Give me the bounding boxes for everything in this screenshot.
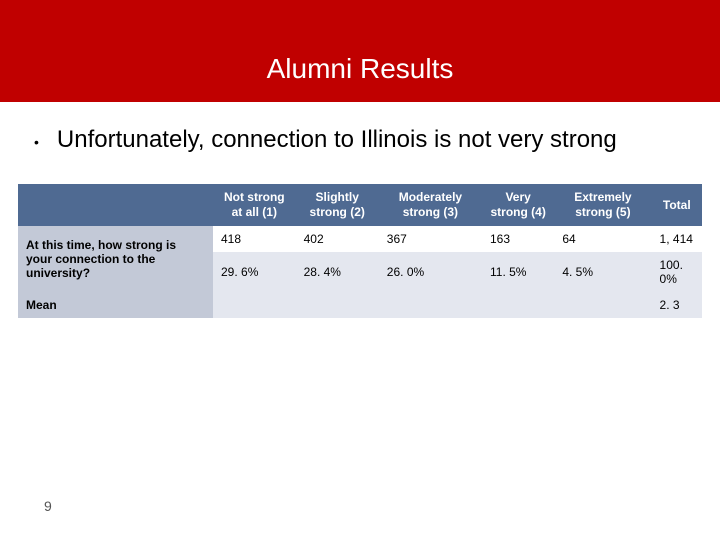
bullet-text: Unfortunately, connection to Illinois is…: [57, 126, 617, 154]
page-number: 9: [44, 498, 52, 514]
cell: 28. 4%: [296, 252, 379, 292]
cell: 29. 6%: [213, 252, 296, 292]
results-table: Not strong at all (1) Slightly strong (2…: [18, 184, 702, 318]
mean-value: 2. 3: [652, 292, 702, 318]
slide: Alumni Results • Unfortunately, connecti…: [0, 0, 720, 540]
mean-label: Mean: [18, 292, 213, 318]
cell: 4. 5%: [554, 252, 651, 292]
cell: 402: [296, 226, 379, 252]
cell: 367: [379, 226, 482, 252]
cell: [554, 292, 651, 318]
cell: 11. 5%: [482, 252, 554, 292]
cell: 64: [554, 226, 651, 252]
question-label: At this time, how strong is your connect…: [18, 226, 213, 292]
cell: 26. 0%: [379, 252, 482, 292]
slide-title: Alumni Results: [267, 53, 454, 85]
col-header: Slightly strong (2): [296, 184, 379, 226]
col-header: Moderately strong (3): [379, 184, 482, 226]
table-header-row: Not strong at all (1) Slightly strong (2…: [18, 184, 702, 226]
bullet-icon: •: [34, 134, 39, 150]
cell: 418: [213, 226, 296, 252]
cell: 1, 414: [652, 226, 702, 252]
table-row: At this time, how strong is your connect…: [18, 226, 702, 252]
bullet-row: • Unfortunately, connection to Illinois …: [34, 126, 686, 154]
cell: [296, 292, 379, 318]
cell: 163: [482, 226, 554, 252]
col-header: Not strong at all (1): [213, 184, 296, 226]
cell: 100. 0%: [652, 252, 702, 292]
col-header: Very strong (4): [482, 184, 554, 226]
cell: [482, 292, 554, 318]
col-header: Extremely strong (5): [554, 184, 651, 226]
cell: [213, 292, 296, 318]
cell: [379, 292, 482, 318]
col-header: Total: [652, 184, 702, 226]
title-bar: Alumni Results: [0, 0, 720, 102]
mean-row: Mean 2. 3: [18, 292, 702, 318]
header-spacer: [18, 184, 213, 226]
